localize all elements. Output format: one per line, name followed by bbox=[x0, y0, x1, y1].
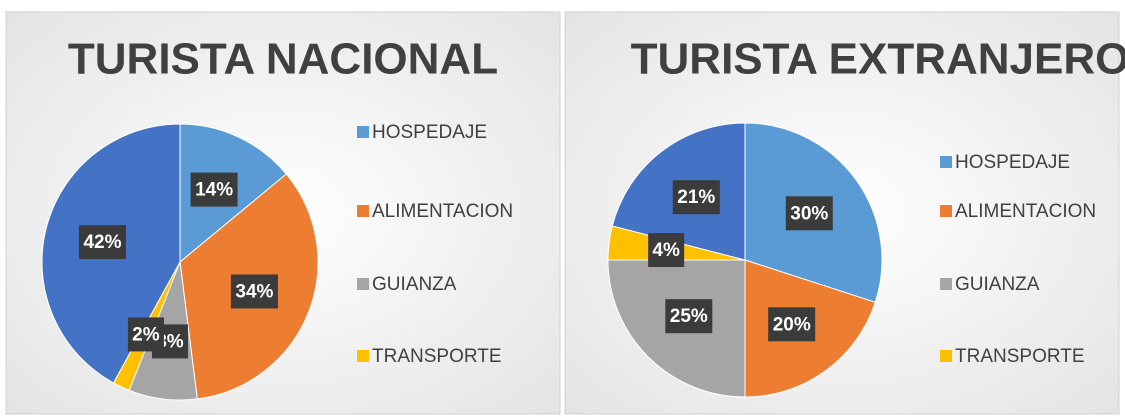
legend-label: TRANSPORTE bbox=[372, 346, 502, 367]
legend-label: TRANSPORTE bbox=[955, 346, 1085, 367]
legend-swatch bbox=[940, 205, 952, 217]
data-label: 20% bbox=[773, 314, 811, 335]
data-label-box bbox=[768, 307, 816, 342]
chart-title: TURISTA EXTRANJERO bbox=[631, 35, 1125, 84]
legend-swatch bbox=[357, 350, 369, 362]
legend-label: GUIANZA bbox=[372, 274, 457, 295]
data-label-box bbox=[230, 274, 278, 309]
data-label: 25% bbox=[670, 306, 708, 327]
data-label: 2% bbox=[132, 324, 160, 345]
legend-swatch bbox=[357, 278, 369, 290]
legend-label: HOSPEDAJE bbox=[372, 122, 487, 143]
data-label: 30% bbox=[790, 203, 828, 224]
data-label: 42% bbox=[83, 232, 121, 253]
legend-label: GUIANZA bbox=[955, 274, 1040, 295]
data-label-box bbox=[785, 196, 833, 231]
legend-label: ALIMENTACION bbox=[955, 201, 1096, 222]
legend-swatch bbox=[940, 350, 952, 362]
legend-swatch bbox=[940, 156, 952, 168]
data-label: 21% bbox=[677, 187, 715, 208]
data-label: 14% bbox=[195, 180, 233, 201]
data-label: 4% bbox=[652, 240, 680, 261]
data-label-box bbox=[665, 299, 713, 334]
data-label-box bbox=[672, 180, 720, 215]
chart-title: TURISTA NACIONAL bbox=[68, 35, 498, 84]
legend-label: HOSPEDAJE bbox=[955, 152, 1070, 173]
legend-label: ALIMENTACION bbox=[372, 201, 513, 222]
data-label-box bbox=[648, 233, 685, 268]
legend-swatch bbox=[357, 205, 369, 217]
data-label-box bbox=[127, 317, 164, 352]
data-label-box bbox=[190, 172, 238, 207]
legend-swatch bbox=[357, 126, 369, 138]
data-label: 34% bbox=[235, 281, 273, 302]
legend-swatch bbox=[940, 278, 952, 290]
data-label-box bbox=[78, 225, 126, 260]
